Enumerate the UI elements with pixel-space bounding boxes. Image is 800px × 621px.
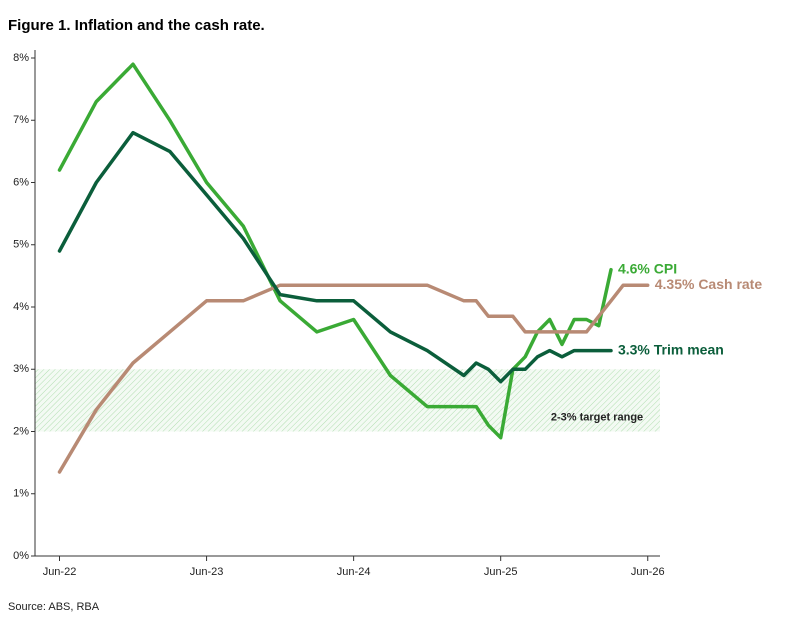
y-tick-label: 0% — [13, 550, 29, 562]
x-tick-label: Jun-26 — [631, 566, 665, 578]
x-tick-label: Jun-22 — [43, 566, 77, 578]
series-line — [57, 130, 613, 384]
x-tick-label: Jun-23 — [190, 566, 224, 578]
series-end-label: 4.6% CPI — [618, 260, 677, 276]
series-end-label: 3.3% Trim mean — [618, 341, 724, 357]
target-band — [35, 369, 660, 432]
source-note: Source: ABS, RBA — [8, 601, 100, 613]
y-tick-label: 7% — [13, 114, 29, 126]
y-tick-label: 8% — [13, 52, 29, 64]
band-layer — [35, 369, 660, 432]
series-line — [57, 62, 613, 440]
y-tick-label: 6% — [13, 176, 29, 188]
y-tick-label: 4% — [13, 301, 29, 313]
target-band-tint — [35, 369, 660, 432]
series-line — [57, 283, 650, 474]
target-label: 2-3% target range — [551, 411, 643, 423]
y-tick-label: 1% — [13, 488, 29, 500]
x-tick-label: Jun-24 — [337, 566, 371, 578]
series-end-label: 4.35% Cash rate — [655, 276, 763, 292]
y-tick-label: 3% — [13, 363, 29, 375]
x-tick-label: Jun-25 — [484, 566, 518, 578]
chart-title: Figure 1. Inflation and the cash rate. — [8, 17, 265, 34]
y-tick-label: 5% — [13, 239, 29, 251]
y-tick-label: 2% — [13, 425, 29, 437]
